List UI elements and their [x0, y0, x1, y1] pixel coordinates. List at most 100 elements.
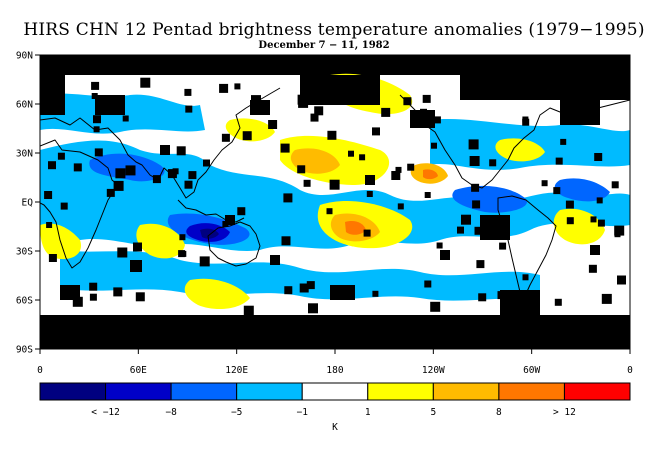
missing-data-block: [172, 168, 179, 175]
colorbar: [39, 382, 631, 401]
colorbar-bin: [301, 382, 369, 401]
missing-data-block: [251, 95, 261, 106]
missing-data-block: [395, 166, 402, 173]
missing-data-block: [424, 192, 431, 198]
missing-data-block: [611, 181, 619, 189]
missing-data-block: [199, 256, 210, 267]
colorbar-tick-label: −8: [165, 407, 177, 418]
missing-data-block: [203, 159, 210, 167]
missing-data-block: [472, 200, 481, 209]
missing-data-block: [106, 188, 115, 197]
missing-data-block: [113, 287, 123, 297]
missing-data-block: [554, 298, 562, 306]
missing-data-block: [522, 274, 529, 281]
colorbar-tick-label: > 12: [553, 407, 576, 418]
missing-data-block: [73, 163, 82, 172]
missing-data-block: [397, 203, 404, 210]
missing-data-block: [219, 83, 229, 93]
colorbar-bin: [432, 382, 500, 401]
lon-tick-label: 120E: [225, 365, 248, 376]
missing-data-block: [499, 242, 507, 250]
missing-data-blocks: [40, 75, 630, 315]
missing-data-block: [424, 280, 432, 288]
missing-data-block: [331, 289, 341, 299]
missing-data-block: [93, 115, 101, 124]
missing-data-block: [125, 165, 136, 176]
anomaly-field: [40, 55, 630, 349]
missing-data-block: [471, 183, 480, 192]
missing-data-block: [430, 301, 441, 312]
colorbar-tick-label: 5: [430, 407, 436, 418]
missing-data-block: [308, 303, 318, 314]
missing-data-block: [188, 171, 197, 180]
colorbar-bin: [170, 382, 238, 401]
missing-north-band: [40, 55, 630, 75]
missing-data-block: [372, 290, 379, 297]
colorbar-tick-label: < −12: [91, 407, 120, 418]
missing-data-block: [326, 208, 333, 215]
anomaly-patch: [225, 118, 275, 142]
lon-tick-label: 60E: [130, 365, 147, 376]
missing-data-block: [597, 219, 605, 227]
colorbar-bin: [236, 382, 303, 401]
missing-data-block: [299, 283, 309, 293]
lat-tick-label: 60N: [16, 100, 33, 111]
missing-data-block: [359, 154, 366, 161]
anomaly-patch: [452, 185, 527, 213]
map-plot-area: [40, 55, 630, 349]
missing-data-block: [113, 180, 124, 191]
lat-tick-label: 90N: [16, 51, 33, 62]
missing-data-block: [48, 161, 56, 170]
missing-data-block: [60, 202, 68, 210]
colorbar-tick-label: 1: [365, 407, 371, 418]
lon-tick-label: 0: [37, 365, 43, 376]
missing-data-block: [234, 83, 241, 90]
missing-data-block: [469, 156, 480, 166]
missing-data-block: [596, 197, 603, 204]
lon-tick-label: 180: [326, 365, 343, 376]
missing-data-block: [281, 236, 291, 246]
missing-data-block: [541, 180, 548, 187]
missing-data-block: [185, 105, 193, 113]
missing-data-block: [283, 193, 293, 203]
missing-data-block: [522, 118, 530, 126]
lon-tick-label: 0: [627, 365, 633, 376]
missing-data-block: [381, 107, 391, 117]
missing-data-block: [303, 179, 311, 187]
missing-data-block: [407, 163, 415, 171]
missing-data-block: [476, 260, 485, 269]
colorbar-tick-label: 8: [496, 407, 502, 418]
missing-data-block: [72, 296, 83, 307]
missing-data-block: [420, 108, 427, 116]
missing-data-block: [280, 143, 290, 153]
lat-tick-label: EQ: [22, 198, 34, 209]
colorbar-units-label: K: [332, 422, 338, 433]
missing-data-block: [560, 138, 567, 145]
missing-data-block: [221, 133, 230, 142]
coastline-eurasia: [40, 87, 281, 199]
missing-data-scatter: [44, 77, 626, 316]
coastline-south-america: [497, 195, 557, 299]
missing-data-block: [91, 81, 100, 90]
missing-data-block: [614, 231, 621, 238]
missing-data-block: [306, 281, 315, 290]
figure-title: HIRS CHN 12 Pentad brightness temperatur…: [23, 20, 645, 40]
lon-tick-label: 60W: [523, 365, 540, 376]
colorbar-bin: [563, 382, 631, 401]
colorbar-tick-label: −5: [231, 407, 242, 418]
missing-data-block: [391, 171, 401, 180]
missing-data-block: [474, 226, 483, 235]
missing-data-block: [372, 127, 380, 136]
missing-data-block: [140, 77, 151, 88]
missing-data-block: [562, 101, 571, 110]
coastline-southeast-asia: [177, 199, 245, 223]
missing-data-block: [176, 146, 186, 156]
longitude-axis: 0 60E 120E 180 120W 60W 0: [37, 349, 633, 376]
missing-data-block: [117, 247, 128, 258]
missing-data-block: [314, 106, 324, 116]
missing-data-block: [555, 157, 563, 165]
missing-data-block: [268, 120, 278, 129]
missing-data-block: [614, 225, 625, 236]
missing-data-block: [468, 139, 479, 150]
missing-data-block: [57, 152, 65, 160]
